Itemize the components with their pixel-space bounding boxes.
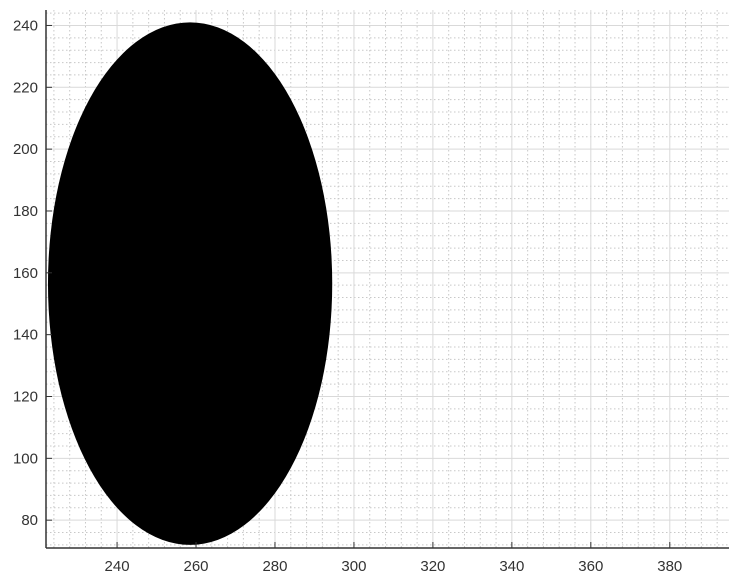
y-tick-label: 80 — [21, 512, 38, 529]
x-tick-label: 340 — [499, 558, 524, 575]
ellipse-shape — [47, 22, 333, 545]
y-tick-label: 240 — [13, 17, 38, 34]
x-axis-ticks: 240 260 280 300 320 340 360 380 — [105, 542, 682, 575]
y-axis-ticks: 80 100 120 140 160 180 200 220 240 — [13, 17, 52, 529]
y-tick-label: 200 — [13, 141, 38, 158]
x-tick-label: 300 — [341, 558, 366, 575]
x-tick-label: 360 — [578, 558, 603, 575]
y-tick-label: 120 — [13, 388, 38, 405]
y-tick-label: 160 — [13, 265, 38, 282]
chart-marks — [47, 22, 333, 545]
y-tick-label: 100 — [13, 450, 38, 467]
x-tick-label: 260 — [184, 558, 209, 575]
x-tick-label: 380 — [657, 558, 682, 575]
y-tick-label: 140 — [13, 327, 38, 344]
y-tick-label: 220 — [13, 79, 38, 96]
x-tick-label: 320 — [420, 558, 445, 575]
y-tick-label: 180 — [13, 203, 38, 220]
x-tick-label: 280 — [262, 558, 287, 575]
x-tick-label: 240 — [105, 558, 130, 575]
